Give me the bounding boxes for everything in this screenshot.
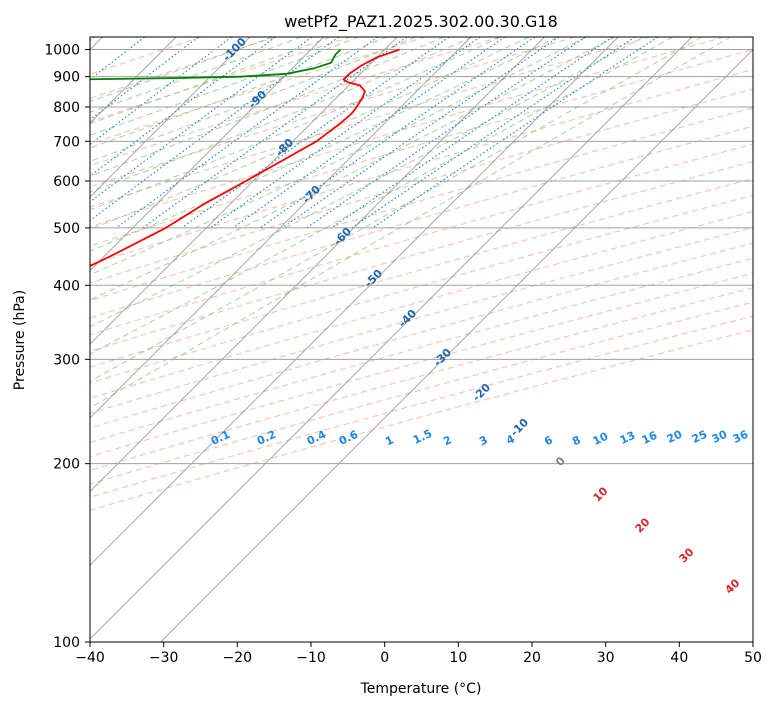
isotherm-line — [160, 48, 753, 642]
plot-frame — [89, 36, 754, 643]
moist-adiabat — [90, 37, 331, 125]
moist-adiabat — [90, 37, 558, 252]
mixing-ratio-label: 36 — [731, 428, 751, 446]
x-tick-label: 40 — [670, 650, 688, 666]
moist-adiabat — [90, 37, 732, 409]
dry-adiabat — [90, 37, 501, 167]
isotherm-line — [90, 37, 251, 198]
moist-adiabat — [90, 37, 302, 113]
temperature-profile-line — [90, 48, 400, 267]
dry-adiabat — [90, 301, 753, 485]
y-tick-label: 600 — [53, 174, 80, 190]
dry-adiabat — [90, 315, 753, 498]
y-tick-label: 800 — [53, 100, 80, 116]
dry-adiabat — [90, 68, 753, 266]
x-axis-label: Temperature (°C) — [360, 681, 482, 697]
mixing-ratio-line — [90, 37, 339, 222]
x-tick-label: 20 — [523, 650, 541, 666]
dry-adiabat — [90, 125, 753, 319]
y-tick-label: 500 — [53, 221, 80, 237]
moist-adiabat — [90, 37, 501, 211]
isotherm-line — [90, 37, 693, 640]
isotherm-line — [90, 37, 619, 566]
y-tick-label: 200 — [53, 457, 80, 473]
mixing-ratio-label: 16 — [640, 429, 660, 447]
x-tick-label: −10 — [296, 650, 326, 666]
y-tick-label: 900 — [53, 70, 80, 86]
mixing-ratio-line — [282, 37, 560, 229]
mixing-ratio-line — [115, 37, 379, 229]
x-axis-ticks: −40 −30 −20 −10 0 10 20 30 40 50 — [75, 642, 762, 666]
y-tick-label: 400 — [53, 278, 80, 294]
mixing-ratio-label: 25 — [690, 428, 709, 446]
y-axis-label: Pressure (hPa) — [12, 290, 28, 390]
x-tick-label: 10 — [449, 650, 467, 666]
y-tick-label: 1000 — [44, 43, 80, 59]
moist-adiabat — [90, 37, 360, 136]
isotherm-line — [90, 37, 472, 419]
x-tick-label: 50 — [744, 650, 762, 666]
x-tick-label: −40 — [75, 650, 105, 666]
x-tick-label: −30 — [149, 650, 179, 666]
isotherm-line — [90, 37, 324, 272]
mixing-ratio-line — [209, 37, 481, 229]
isotherm-line — [90, 37, 398, 345]
x-tick-label: −20 — [223, 650, 253, 666]
moist-adiabat — [90, 37, 616, 301]
dry-adiabat — [90, 107, 753, 302]
isotherm-line — [90, 37, 545, 493]
mixing-ratio-label: 20 — [665, 428, 685, 446]
dry-adiabat — [90, 272, 753, 458]
y-tick-label: 100 — [53, 635, 80, 651]
mixing-ratio-line — [181, 37, 450, 229]
mixing-ratio-line — [351, 37, 636, 229]
x-tick-label: 0 — [380, 650, 389, 666]
moist-adiabat — [90, 37, 416, 162]
mixing-ratio-label: 10 — [591, 430, 611, 448]
profile-lines — [90, 48, 400, 267]
dry-adiabat — [90, 88, 753, 284]
y-axis-ticks: 1000 900 800 700 600 500 400 300 200 100 — [44, 43, 90, 651]
y-tick-label: 700 — [53, 134, 80, 150]
mixing-ratio-label: 30 — [710, 428, 730, 446]
background-grid — [90, 37, 753, 642]
chart-title: wetPf2_PAZ1.2025.302.00.30.G18 — [284, 12, 558, 32]
dry-adiabat — [90, 143, 753, 336]
y-tick-label: 300 — [53, 352, 80, 368]
moist-adiabat — [90, 37, 673, 355]
dry-adiabat — [90, 242, 753, 429]
moist-adiabat — [90, 37, 702, 382]
mixing-ratio-line — [90, 37, 232, 146]
dry-adiabat — [90, 37, 426, 145]
mixing-ratio-label: 13 — [618, 429, 637, 447]
dry-adiabat — [90, 226, 753, 414]
mixing-ratio-line — [90, 37, 199, 121]
x-tick-label: 30 — [597, 650, 615, 666]
